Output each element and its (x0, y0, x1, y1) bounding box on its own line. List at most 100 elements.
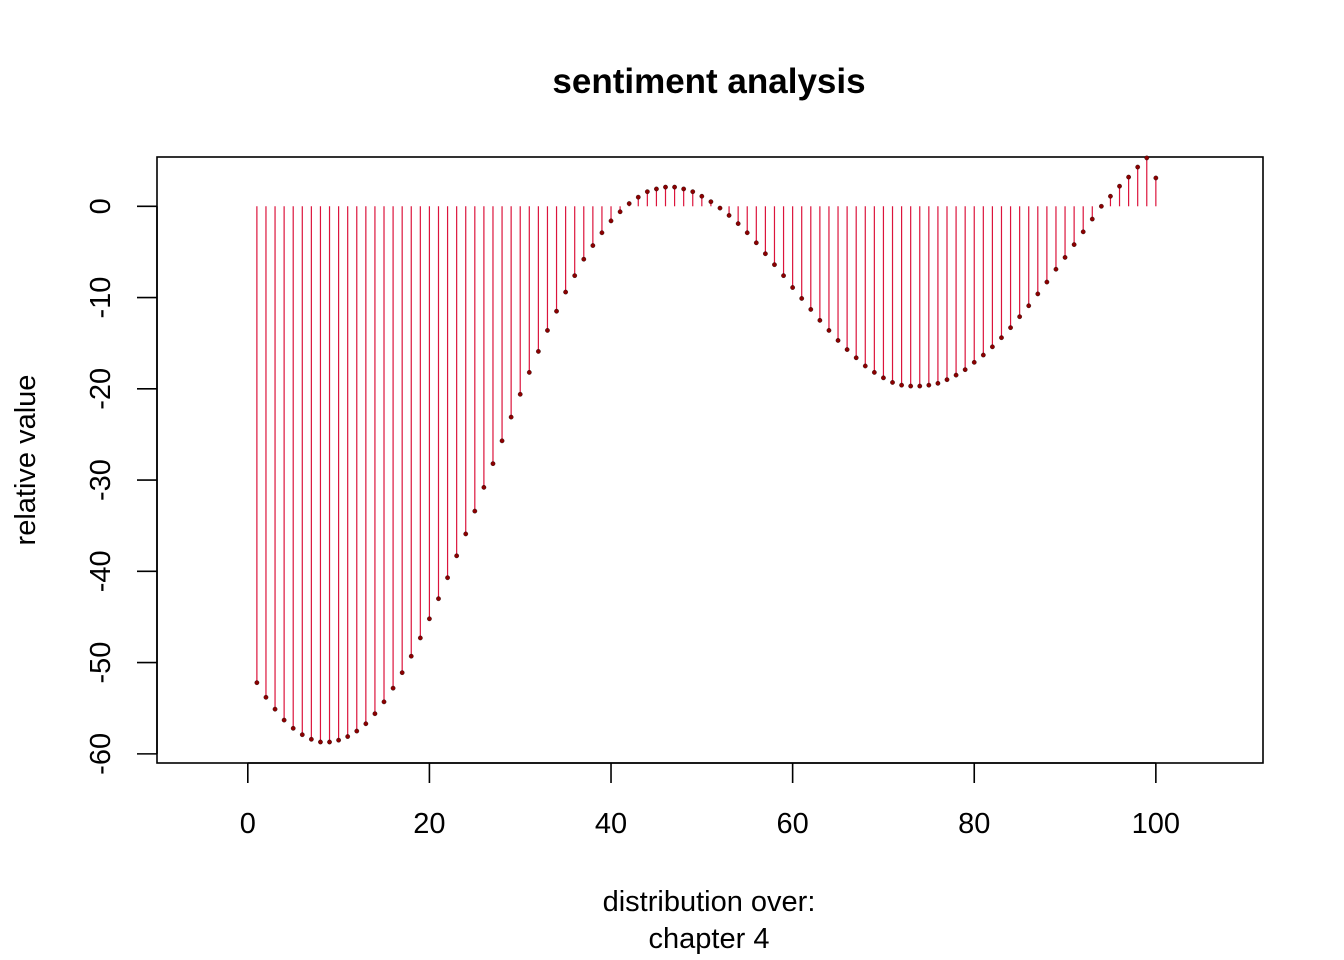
data-point-32 (536, 349, 541, 354)
data-point-8 (318, 739, 323, 745)
data-point-45 (654, 186, 659, 192)
data-point-67 (853, 355, 859, 361)
data-point-12 (354, 728, 360, 734)
data-point-61 (799, 296, 805, 301)
data-point-47 (672, 184, 677, 190)
data-point-59 (781, 273, 786, 278)
data-point-17 (399, 670, 405, 675)
y-tick-label--50: -50 (85, 642, 117, 684)
data-point-50 (699, 193, 705, 199)
data-point-79 (962, 367, 968, 372)
data-point-11 (345, 734, 351, 739)
data-point-87 (1035, 291, 1041, 297)
data-point-86 (1026, 303, 1032, 309)
x-axis-label-line-2: chapter 4 (649, 923, 770, 955)
data-point-58 (772, 262, 777, 268)
data-point-23 (454, 553, 460, 559)
data-point-82 (990, 344, 995, 350)
data-point-54 (735, 221, 741, 226)
data-point-2 (263, 694, 269, 700)
y-tick-label--40: -40 (85, 550, 117, 592)
data-point-77 (944, 377, 950, 383)
data-point-28 (499, 438, 505, 444)
data-point-37 (581, 256, 587, 262)
chart-title: sentiment analysis (552, 62, 865, 101)
data-point-6 (299, 732, 305, 738)
x-tick-label-60: 60 (776, 808, 808, 840)
data-point-16 (390, 685, 396, 691)
y-tick-label--10: -10 (85, 277, 117, 319)
x-axis: 0 20 40 60 80 100 (240, 762, 1180, 840)
data-point-73 (908, 383, 914, 389)
data-point-27 (490, 461, 496, 467)
y-tick-label--30: -30 (85, 459, 117, 501)
y-axis: 0 -10 -20 -30 -40 -50 -60 (85, 198, 158, 775)
data-point-99 (1144, 155, 1150, 161)
data-point-39 (599, 230, 605, 236)
data-point-88 (1044, 279, 1050, 285)
data-point-5 (290, 725, 296, 731)
data-point-44 (644, 189, 650, 195)
data-point-42 (626, 201, 632, 206)
data-point-89 (1053, 266, 1059, 272)
data-point-90 (1062, 255, 1068, 260)
data-point-60 (790, 285, 795, 290)
data-point-40 (608, 218, 614, 224)
data-point-25 (472, 508, 478, 514)
data-point-24 (463, 531, 469, 537)
data-point-14 (372, 711, 378, 717)
data-point-70 (881, 375, 886, 381)
data-point-68 (862, 363, 868, 369)
data-point-49 (690, 189, 696, 195)
data-point-31 (526, 370, 532, 375)
data-point-72 (899, 382, 904, 388)
x-tick-label-0: 0 (240, 808, 256, 840)
data-point-53 (726, 213, 732, 218)
data-point-63 (817, 318, 823, 323)
data-point-9 (327, 739, 332, 745)
data-point-98 (1135, 164, 1141, 170)
data-point-1 (254, 680, 260, 686)
data-point-3 (272, 706, 278, 712)
data-point-96 (1117, 183, 1122, 189)
data-point-95 (1108, 193, 1113, 199)
data-point-65 (835, 338, 841, 343)
data-point-15 (381, 699, 387, 705)
data-point-22 (445, 575, 450, 581)
data-point-64 (826, 328, 832, 333)
data-point-34 (554, 308, 559, 314)
data-point-56 (753, 240, 759, 246)
data-point-29 (508, 414, 514, 420)
data-point-38 (590, 243, 596, 248)
data-point-20 (427, 616, 432, 622)
data-point-84 (1008, 325, 1013, 331)
data-point-91 (1071, 242, 1077, 247)
y-axis-label: relative value (10, 375, 42, 546)
data-point-43 (635, 194, 641, 200)
data-point-94 (1099, 203, 1104, 209)
stem-series (256, 157, 1157, 743)
data-point-83 (999, 335, 1004, 341)
plot-area-frame (156, 156, 1264, 764)
data-point-4 (281, 717, 287, 723)
point-series (254, 155, 1159, 745)
data-point-18 (408, 653, 414, 659)
data-point-7 (309, 736, 314, 742)
data-point-78 (953, 372, 959, 378)
data-point-51 (708, 199, 714, 205)
data-point-81 (980, 352, 986, 358)
x-tick-label-20: 20 (413, 808, 445, 840)
data-point-19 (417, 635, 423, 641)
data-point-100 (1153, 175, 1159, 181)
data-point-69 (872, 370, 877, 375)
data-point-33 (545, 328, 550, 333)
data-point-85 (1017, 314, 1022, 320)
data-point-55 (744, 230, 750, 236)
data-point-48 (681, 186, 687, 192)
data-point-26 (481, 485, 487, 490)
data-point-57 (763, 251, 768, 257)
y-tick-label--60: -60 (85, 733, 117, 775)
data-point-35 (563, 289, 568, 295)
data-point-30 (517, 391, 523, 397)
